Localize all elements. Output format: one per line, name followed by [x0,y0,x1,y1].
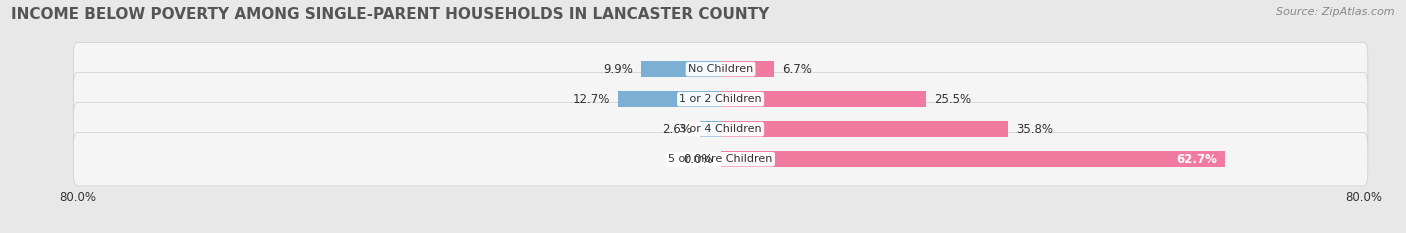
Bar [721,121,1008,137]
Text: 2.6%: 2.6% [662,123,692,136]
FancyBboxPatch shape [73,72,1368,126]
Text: 6.7%: 6.7% [783,63,813,76]
Bar [721,61,775,77]
Text: No Children: No Children [688,64,754,74]
Bar [721,151,1225,167]
FancyBboxPatch shape [73,42,1368,96]
Text: INCOME BELOW POVERTY AMONG SINGLE-PARENT HOUSEHOLDS IN LANCASTER COUNTY: INCOME BELOW POVERTY AMONG SINGLE-PARENT… [11,7,769,22]
Text: 62.7%: 62.7% [1175,153,1216,166]
Text: 3 or 4 Children: 3 or 4 Children [679,124,762,134]
FancyBboxPatch shape [73,133,1368,186]
FancyBboxPatch shape [73,103,1368,156]
Text: 5 or more Children: 5 or more Children [668,154,773,164]
Bar [721,91,925,107]
Text: 1 or 2 Children: 1 or 2 Children [679,94,762,104]
Bar [619,91,721,107]
Text: Source: ZipAtlas.com: Source: ZipAtlas.com [1277,7,1395,17]
Bar [700,121,721,137]
Text: 0.0%: 0.0% [683,153,713,166]
Text: 12.7%: 12.7% [574,93,610,106]
Text: 25.5%: 25.5% [934,93,970,106]
Text: 35.8%: 35.8% [1017,123,1053,136]
Text: 9.9%: 9.9% [603,63,633,76]
Bar [641,61,721,77]
